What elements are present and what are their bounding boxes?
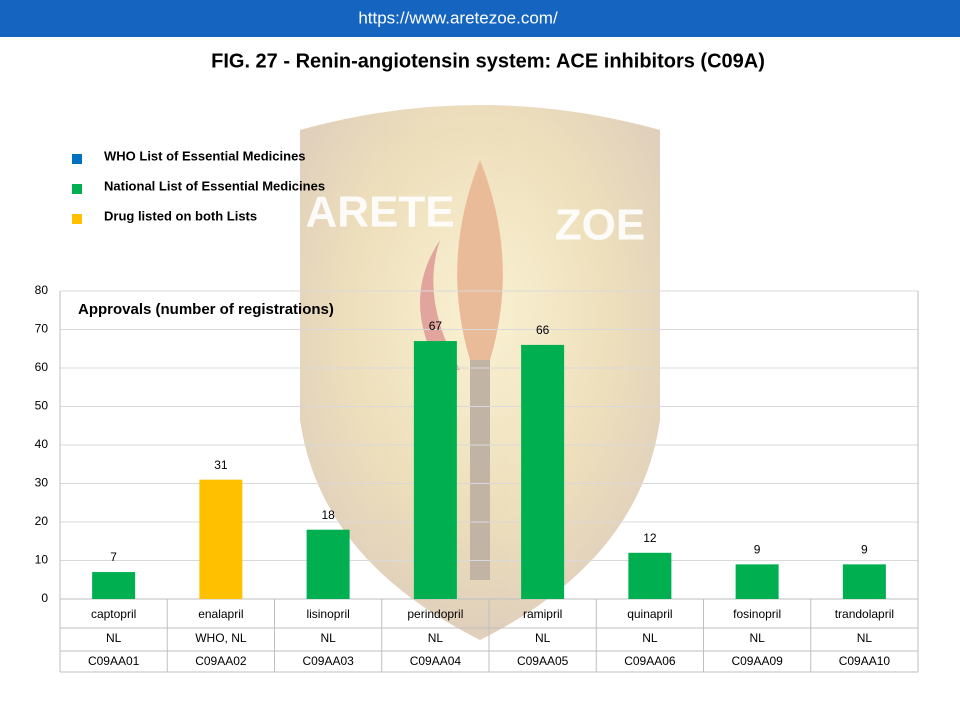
header-bar (0, 0, 960, 37)
watermark (300, 105, 660, 640)
watermark-text: ZOE (555, 201, 645, 250)
y-tick-label: 80 (35, 283, 49, 297)
code-label: C09AA03 (302, 654, 354, 668)
list-label: NL (857, 631, 873, 645)
shield (300, 105, 660, 640)
y-tick-label: 60 (35, 360, 49, 374)
list-label: NL (749, 631, 765, 645)
x-tick-label: perindopril (407, 607, 463, 621)
bar (92, 572, 136, 599)
data-label: 9 (861, 543, 868, 557)
code-label: C09AA04 (410, 654, 462, 668)
x-tick-label: enalapril (198, 607, 243, 621)
legend-swatch (72, 154, 82, 164)
flame (457, 160, 503, 360)
chart-title: FIG. 27 - Renin-angiotensin system: ACE … (211, 50, 765, 72)
header-url[interactable]: https://www.aretezoe.com/ (358, 8, 558, 27)
y-tick-label: 0 (41, 591, 48, 605)
y-tick-label: 40 (35, 437, 49, 451)
y-tick-label: 30 (35, 476, 49, 490)
code-label: C09AA05 (517, 654, 569, 668)
x-tick-label: ramipril (523, 607, 562, 621)
bar (199, 479, 243, 599)
torch (470, 360, 490, 580)
list-label: NL (106, 631, 122, 645)
legend-swatch (72, 214, 82, 224)
y-tick-label: 50 (35, 399, 49, 413)
list-label: NL (535, 631, 551, 645)
data-label: 18 (321, 508, 335, 522)
x-tick-label: fosinopril (733, 607, 781, 621)
legend-label: WHO List of Essential Medicines (104, 148, 306, 163)
bar (842, 564, 886, 599)
bar (413, 341, 457, 599)
code-label: C09AA09 (731, 654, 783, 668)
y-tick-label: 20 (35, 514, 49, 528)
data-label: 12 (643, 531, 657, 545)
list-label: NL (428, 631, 444, 645)
legend-label: Drug listed on both Lists (104, 208, 257, 223)
code-label: C09AA01 (88, 654, 140, 668)
y-tick-label: 70 (35, 322, 49, 336)
x-tick-label: lisinopril (306, 607, 349, 621)
data-label: 67 (429, 319, 443, 333)
y-tick-label: 10 (35, 553, 49, 567)
code-label: C09AA10 (839, 654, 891, 668)
data-label: 7 (110, 550, 117, 564)
list-label: WHO, NL (195, 631, 247, 645)
code-label: C09AA06 (624, 654, 676, 668)
legend-swatch (72, 184, 82, 194)
flame (420, 240, 460, 370)
x-tick-label: trandolapril (835, 607, 894, 621)
x-tick-label: quinapril (627, 607, 672, 621)
x-tick-label: captopril (91, 607, 136, 621)
watermark-text: ARETE (305, 188, 454, 237)
bar (306, 529, 350, 599)
data-label: 9 (754, 543, 761, 557)
bar (735, 564, 779, 599)
data-label: 66 (536, 323, 550, 337)
code-label: C09AA02 (195, 654, 247, 668)
bar (521, 344, 565, 599)
legend-label: National List of Essential Medicines (104, 178, 325, 193)
list-label: NL (320, 631, 336, 645)
list-label: NL (642, 631, 658, 645)
bar (628, 552, 672, 599)
chart-subtitle: Approvals (number of registrations) (78, 301, 334, 318)
data-label: 31 (214, 458, 228, 472)
